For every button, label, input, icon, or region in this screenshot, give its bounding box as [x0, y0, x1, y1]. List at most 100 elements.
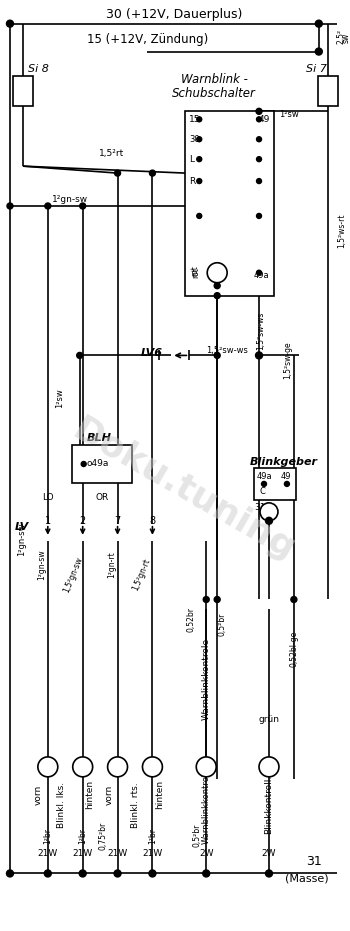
Text: 1²br: 1²br [78, 828, 87, 843]
Circle shape [315, 48, 322, 55]
Text: sw: sw [341, 33, 350, 43]
Circle shape [203, 870, 210, 877]
Circle shape [207, 263, 227, 283]
Circle shape [197, 156, 202, 162]
Text: Blinkgeber: Blinkgeber [250, 457, 318, 467]
Text: 2: 2 [79, 516, 86, 526]
Text: 8: 8 [149, 516, 155, 526]
Circle shape [73, 757, 93, 776]
Text: 15 (+12V, Zündung): 15 (+12V, Zündung) [87, 34, 208, 47]
Text: 1,5²sw-ws: 1,5²sw-ws [206, 346, 248, 355]
Text: Warnblinkkontrolle: Warnblinkkontrolle [202, 765, 211, 844]
Text: 8A: 8A [16, 97, 29, 106]
Text: 15: 15 [189, 115, 201, 124]
Bar [318, 76, 338, 106]
Text: OR: OR [96, 493, 109, 503]
Text: LV6: LV6 [140, 348, 162, 358]
Text: o49a: o49a [87, 458, 109, 467]
Text: rot: rot [190, 265, 199, 277]
Text: Warnblinkkontrole: Warnblinkkontrole [202, 638, 211, 721]
Circle shape [291, 597, 297, 602]
Circle shape [259, 757, 279, 776]
Text: 1,5²sw-ws: 1,5²sw-ws [256, 311, 265, 350]
Circle shape [77, 353, 83, 358]
Text: 21W: 21W [38, 849, 58, 858]
Circle shape [45, 203, 51, 209]
Text: 49: 49 [281, 472, 292, 481]
Circle shape [142, 757, 162, 776]
Circle shape [79, 870, 86, 877]
Text: 1²gn-sw: 1²gn-sw [37, 549, 46, 580]
Circle shape [81, 462, 86, 466]
Text: L: L [189, 155, 194, 164]
Circle shape [285, 481, 289, 486]
Text: 1: 1 [45, 516, 51, 526]
Circle shape [149, 870, 156, 877]
Text: LV: LV [15, 521, 29, 532]
Text: hinten: hinten [85, 780, 94, 809]
Text: 1²gn-rt: 1²gn-rt [107, 551, 116, 578]
Text: Blinkl. rts.: Blinkl. rts. [131, 782, 140, 828]
Text: 31: 31 [254, 504, 266, 512]
Bar [13, 76, 33, 106]
Text: Doku.tuning: Doku.tuning [67, 412, 301, 567]
Text: 31: 31 [306, 855, 322, 868]
Text: 30: 30 [189, 135, 200, 143]
Text: 1²sw: 1²sw [55, 388, 64, 408]
Circle shape [257, 179, 261, 183]
Circle shape [38, 757, 58, 776]
Circle shape [214, 292, 220, 299]
Text: 1,5²ws-rt: 1,5²ws-rt [337, 213, 346, 249]
Text: (Masse): (Masse) [285, 873, 329, 884]
Text: 1²br: 1²br [148, 828, 157, 843]
Text: Si 7: Si 7 [306, 64, 327, 74]
Text: Schubschalter: Schubschalter [172, 87, 256, 100]
Circle shape [266, 870, 272, 877]
Circle shape [196, 757, 216, 776]
Text: 1,5²gn-sw: 1,5²gn-sw [62, 556, 84, 594]
Text: 30 (+12V, Dauerplus): 30 (+12V, Dauerplus) [106, 8, 243, 21]
Text: hinten: hinten [155, 780, 164, 809]
Text: rot: rot [191, 267, 200, 278]
Circle shape [203, 597, 209, 602]
Circle shape [197, 137, 202, 142]
Text: 8A: 8A [321, 97, 334, 106]
Bar [72, 445, 132, 483]
Bar [185, 112, 274, 296]
Text: 49a: 49a [253, 271, 269, 280]
Text: 2W: 2W [199, 849, 214, 858]
Text: 1,5²gn-rt: 1,5²gn-rt [131, 557, 152, 592]
Text: 0,5²br: 0,5²br [217, 613, 226, 636]
Text: 1²gn-sw: 1²gn-sw [52, 195, 88, 204]
Text: Warnblink -: Warnblink - [181, 73, 248, 86]
Circle shape [197, 179, 202, 183]
Circle shape [214, 597, 220, 602]
Circle shape [257, 156, 261, 162]
Circle shape [7, 870, 13, 877]
Circle shape [256, 108, 262, 115]
Text: 1,5²sw-ge: 1,5²sw-ge [283, 342, 292, 379]
Text: 7: 7 [114, 516, 121, 526]
Text: 0,52br: 0,52br [186, 607, 195, 632]
Circle shape [197, 213, 202, 219]
Text: 0,5²br: 0,5²br [193, 824, 202, 847]
Text: 1²sw: 1²sw [279, 110, 299, 119]
Text: Si 8: Si 8 [28, 64, 49, 74]
Circle shape [266, 518, 272, 524]
Text: 21W: 21W [72, 849, 93, 858]
Text: Blinkl. lks.: Blinkl. lks. [57, 782, 66, 828]
Text: 1²br: 1²br [43, 828, 52, 843]
Text: C: C [259, 488, 265, 496]
Circle shape [7, 20, 13, 27]
Circle shape [257, 270, 261, 276]
Text: Blinkkontroll.: Blinkkontroll. [265, 776, 273, 834]
Circle shape [214, 283, 220, 289]
Circle shape [256, 352, 262, 359]
Text: 49a: 49a [257, 472, 273, 481]
Text: vorn: vorn [33, 785, 42, 805]
Text: BLH: BLH [87, 433, 112, 443]
Circle shape [214, 353, 220, 358]
Circle shape [260, 503, 278, 520]
Text: 1²gn-sw: 1²gn-sw [17, 523, 26, 557]
Text: 49: 49 [259, 115, 270, 124]
